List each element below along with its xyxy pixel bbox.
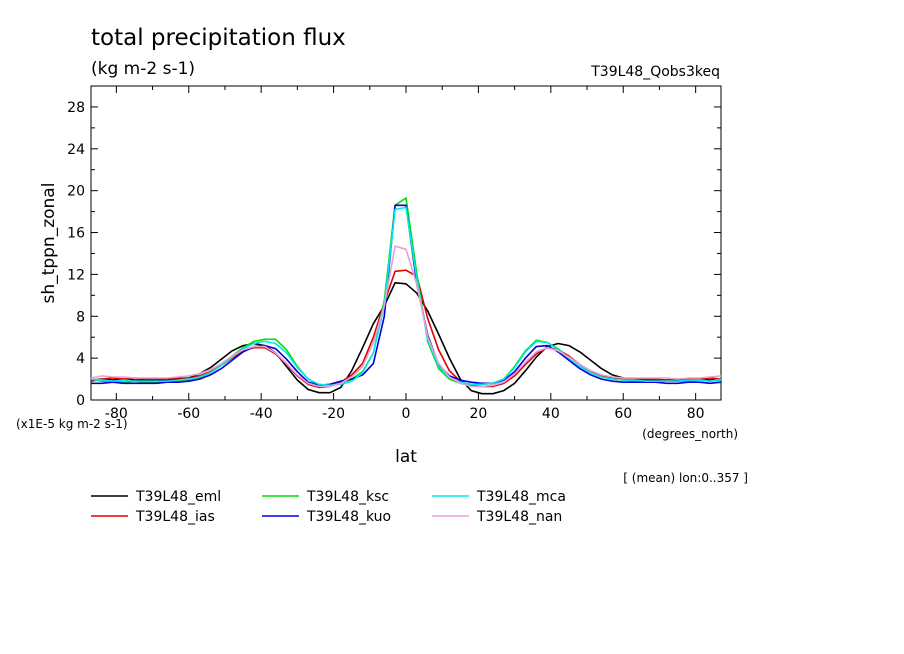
y-tick-label-2: 8 (76, 309, 85, 325)
series-line-T39L48_ksc (90, 197, 722, 387)
series-line-T39L48_eml (90, 281, 722, 395)
y-tick-label-1: 4 (76, 351, 85, 367)
x-tick-label-7: 60 (614, 406, 632, 422)
axis-ticks: -80 -60 -40 -20 0 20 40 60 80 0 4 8 12 16 20 24 28 (67, 86, 721, 422)
x-tick-label-6: 40 (542, 406, 560, 422)
x-tick-label-0: -80 (105, 406, 128, 422)
legend: T39L48_eml T39L48_ias T39L48_ksc T39L48_kuo… (91, 489, 566, 525)
series-lines (90, 197, 722, 395)
y-scale-note: (x1E-5 kg m-2 s-1) (16, 417, 128, 431)
legend-label-T39L48_kuo: T39L48_kuo (306, 509, 391, 525)
series-line-T39L48_kuo (91, 204, 722, 387)
x-tick-label-4: 0 (402, 406, 411, 422)
y-tick-label-7: 28 (67, 100, 85, 116)
mean-note: [ (mean) lon:0..357 ] (623, 471, 748, 485)
y-tick-label-4: 16 (67, 226, 85, 242)
chart-title: total precipitation flux (91, 25, 346, 51)
x-tick-label-1: -60 (177, 406, 200, 422)
chart-units: (kg m-2 s-1) (91, 59, 195, 79)
experiment-label: T39L48_Qobs3keq (590, 64, 720, 80)
x-axis-label: lat (395, 447, 417, 467)
series-line-T39L48_mca (90, 206, 722, 387)
y-tick-label-5: 20 (67, 184, 85, 200)
series-line-T39L48_ias (90, 269, 722, 389)
y-axis-label: sh_tppn_zonal (39, 183, 59, 304)
legend-label-T39L48_mca: T39L48_mca (476, 489, 566, 505)
x-tick-label-3: -20 (322, 406, 345, 422)
y-tick-label-0: 0 (76, 393, 85, 409)
series-line-T39L48_nan (90, 245, 722, 388)
legend-label-T39L48_eml: T39L48_eml (135, 489, 221, 505)
x-tick-label-5: 20 (469, 406, 487, 422)
legend-label-T39L48_ksc: T39L48_ksc (306, 489, 389, 505)
y-tick-label-6: 24 (67, 142, 85, 158)
x-tick-label-8: 80 (687, 406, 705, 422)
x-tick-label-2: -40 (250, 406, 273, 422)
plot-frame (90, 85, 722, 401)
legend-label-T39L48_nan: T39L48_nan (476, 509, 562, 525)
legend-label-T39L48_ias: T39L48_ias (135, 509, 215, 525)
y-tick-label-3: 12 (67, 267, 85, 283)
x-units-label: (degrees_north) (642, 427, 738, 441)
